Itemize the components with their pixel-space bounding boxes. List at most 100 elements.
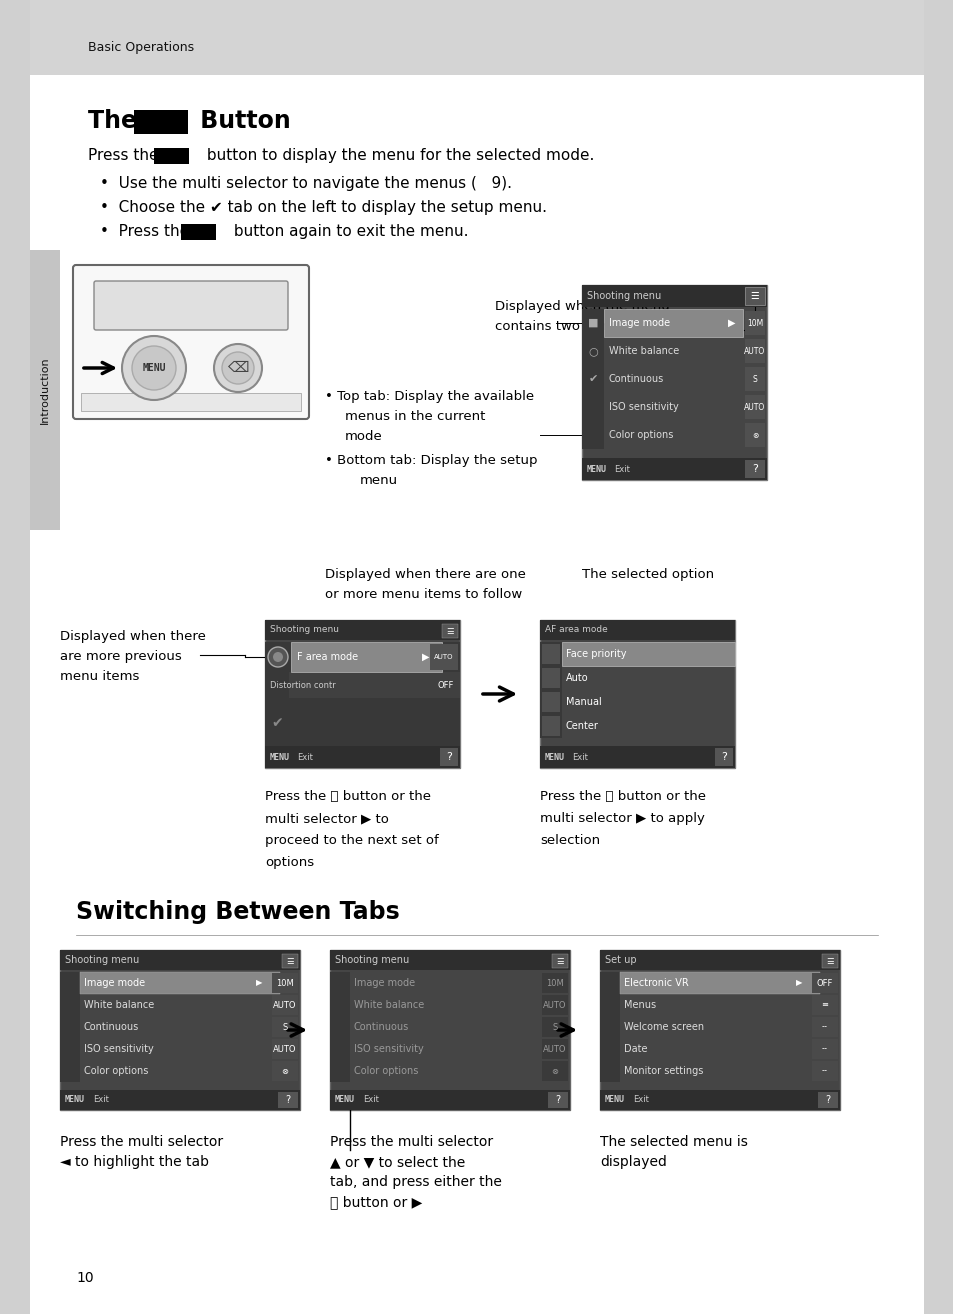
Text: button again to exit the menu.: button again to exit the menu.	[229, 223, 468, 239]
Text: Exit: Exit	[633, 1096, 648, 1105]
Text: Auto: Auto	[565, 673, 588, 683]
Text: Shooting menu: Shooting menu	[65, 955, 139, 964]
Bar	[599, 993, 619, 1016]
Text: MENU: MENU	[182, 225, 215, 239]
Bar	[599, 950, 840, 1110]
Bar	[291, 643, 441, 671]
Text: ▶: ▶	[795, 979, 801, 988]
FancyBboxPatch shape	[73, 265, 309, 419]
Text: Press the Ⓚ button or the: Press the Ⓚ button or the	[539, 790, 705, 803]
Text: The: The	[88, 109, 145, 133]
Text: AUTO: AUTO	[542, 1045, 566, 1054]
Bar	[599, 1091, 840, 1110]
Text: proceed to the next set of: proceed to the next set of	[265, 834, 438, 848]
Bar	[744, 286, 764, 305]
Text: S: S	[282, 1022, 287, 1031]
Text: 10M: 10M	[545, 979, 563, 988]
Text: displayed: displayed	[599, 1155, 666, 1169]
Bar	[811, 1039, 837, 1059]
Text: ?: ?	[555, 1095, 560, 1105]
Bar	[603, 309, 742, 336]
Bar	[330, 1060, 350, 1081]
Bar	[30, 0, 923, 75]
Text: ?: ?	[446, 752, 452, 762]
Text: selection: selection	[539, 834, 599, 848]
Bar	[430, 644, 457, 670]
Text: ?: ?	[720, 752, 726, 762]
Text: S: S	[552, 1022, 558, 1031]
Text: mode: mode	[345, 430, 382, 443]
Text: MENU: MENU	[586, 465, 606, 473]
Bar	[277, 1092, 297, 1108]
Text: MENU: MENU	[604, 1096, 624, 1105]
Text: 10M: 10M	[275, 979, 294, 988]
Bar	[265, 671, 289, 698]
Text: Color options: Color options	[608, 430, 673, 440]
Bar	[541, 716, 559, 736]
Bar	[581, 459, 766, 480]
Bar	[619, 972, 820, 993]
Bar	[60, 950, 299, 970]
Circle shape	[222, 352, 253, 384]
Bar	[581, 365, 603, 393]
Bar	[744, 367, 764, 392]
Text: Image mode: Image mode	[84, 978, 145, 988]
Bar	[539, 620, 734, 640]
Bar	[581, 393, 603, 420]
Bar	[439, 748, 457, 766]
Text: Exit: Exit	[92, 1096, 109, 1105]
Bar	[30, 250, 60, 530]
Text: ⊗: ⊗	[751, 431, 758, 439]
Bar	[561, 643, 734, 666]
Bar	[541, 644, 559, 664]
Text: Continuous: Continuous	[608, 374, 663, 384]
Bar	[581, 309, 603, 336]
Text: AUTO: AUTO	[434, 654, 454, 660]
Bar	[330, 1091, 569, 1110]
Text: ▶: ▶	[255, 979, 262, 988]
Text: MENU: MENU	[65, 1096, 85, 1105]
Text: Date: Date	[623, 1045, 647, 1054]
Bar	[821, 954, 837, 968]
Bar	[272, 1039, 297, 1059]
Text: ⌫: ⌫	[227, 360, 249, 376]
Text: ▲ or ▼ to select the: ▲ or ▼ to select the	[330, 1155, 465, 1169]
Bar	[330, 993, 350, 1016]
Bar	[599, 950, 840, 970]
Text: Monitor settings: Monitor settings	[623, 1066, 702, 1076]
Text: Press the multi selector: Press the multi selector	[60, 1135, 223, 1148]
Text: Image mode: Image mode	[608, 318, 669, 328]
Circle shape	[122, 336, 186, 399]
Text: AF area mode: AF area mode	[544, 625, 607, 635]
Text: ?: ?	[285, 1095, 291, 1105]
Text: ◄ to highlight the tab: ◄ to highlight the tab	[60, 1155, 209, 1169]
Text: AUTO: AUTO	[743, 402, 765, 411]
Bar	[541, 668, 559, 689]
Bar	[265, 746, 459, 767]
Bar	[265, 671, 459, 698]
Text: • Top tab: Display the available: • Top tab: Display the available	[325, 390, 534, 403]
Text: White balance: White balance	[354, 1000, 424, 1010]
Text: Exit: Exit	[572, 753, 587, 762]
Text: MENU: MENU	[270, 753, 290, 762]
Bar	[272, 972, 297, 993]
Bar	[60, 972, 80, 993]
Bar	[581, 285, 766, 480]
Text: ☰: ☰	[750, 290, 759, 301]
Text: Shooting menu: Shooting menu	[586, 290, 660, 301]
Text: ▶: ▶	[421, 652, 429, 662]
Bar	[599, 1038, 619, 1060]
Text: AUTO: AUTO	[743, 347, 765, 356]
Bar	[744, 311, 764, 335]
Bar	[60, 1091, 299, 1110]
Text: •  Press the: • Press the	[100, 223, 193, 239]
Text: Introduction: Introduction	[40, 356, 50, 424]
Bar	[282, 954, 297, 968]
Text: Electronic VR: Electronic VR	[623, 978, 688, 988]
Text: Press the multi selector: Press the multi selector	[330, 1135, 493, 1148]
Text: AUTO: AUTO	[273, 1000, 296, 1009]
Bar	[330, 950, 569, 1110]
Text: Press the: Press the	[88, 148, 163, 163]
Text: 10: 10	[76, 1271, 93, 1285]
Text: MENU: MENU	[142, 363, 166, 373]
